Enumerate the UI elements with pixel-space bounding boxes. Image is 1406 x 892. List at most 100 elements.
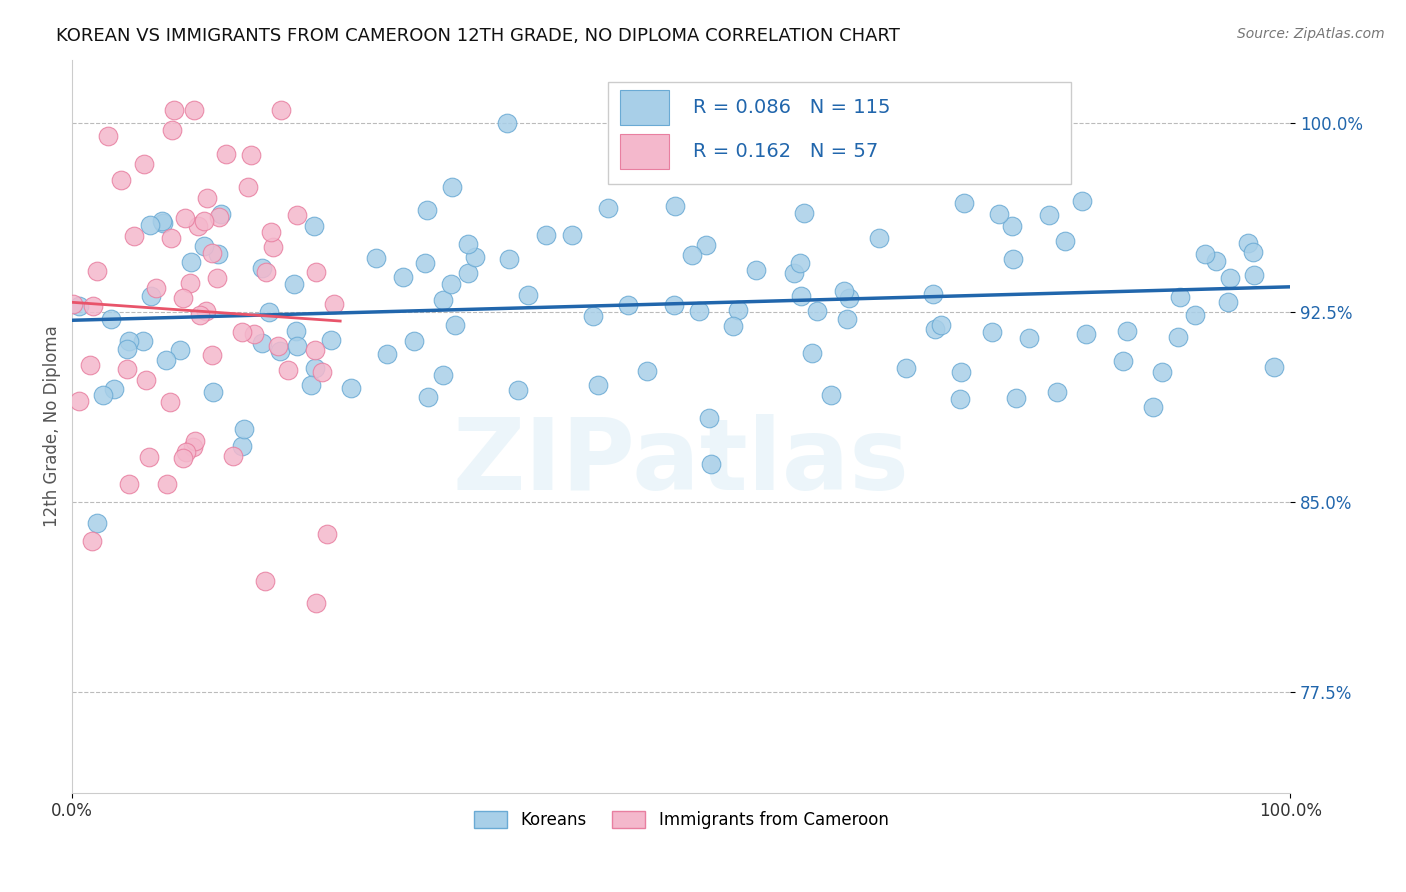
Point — [1001, 252, 1024, 266]
Point — [721, 319, 744, 334]
Point — [195, 191, 218, 205]
Point — [806, 303, 828, 318]
Point — [257, 305, 280, 319]
Point — [949, 392, 972, 406]
Point — [180, 255, 202, 269]
Text: ZIPatlas: ZIPatlas — [453, 414, 910, 511]
Point — [319, 333, 342, 347]
Point — [1205, 254, 1227, 268]
Point — [86, 264, 108, 278]
Point — [1219, 271, 1241, 285]
Point — [299, 378, 322, 392]
Point — [304, 343, 326, 358]
Point — [789, 255, 811, 269]
Point — [209, 207, 232, 221]
Point — [183, 440, 205, 454]
Point — [745, 262, 768, 277]
Point — [205, 271, 228, 285]
Point — [1045, 164, 1067, 178]
Point — [517, 288, 540, 302]
Point — [207, 246, 229, 260]
Point — [1216, 295, 1239, 310]
Bar — [620, 134, 669, 169]
Point — [193, 213, 215, 227]
Point — [498, 252, 520, 267]
Point — [201, 245, 224, 260]
Point — [981, 325, 1004, 339]
Point — [922, 286, 945, 301]
Point — [305, 265, 328, 279]
Point — [79, 359, 101, 373]
Point — [67, 393, 90, 408]
Point — [391, 269, 413, 284]
Point — [284, 324, 307, 338]
Point — [1167, 330, 1189, 344]
Point — [534, 228, 557, 243]
Point — [432, 293, 454, 307]
Point — [588, 377, 610, 392]
Point — [179, 276, 201, 290]
Point — [1070, 194, 1092, 209]
Point — [254, 265, 277, 279]
Point — [700, 457, 723, 471]
Point — [262, 240, 284, 254]
Point — [267, 339, 290, 353]
Point — [287, 339, 309, 353]
Point — [231, 325, 253, 339]
Point — [67, 298, 90, 312]
Point — [82, 299, 104, 313]
Point — [1000, 103, 1022, 117]
Text: KOREAN VS IMMIGRANTS FROM CAMEROON 12TH GRADE, NO DIPLOMA CORRELATION CHART: KOREAN VS IMMIGRANTS FROM CAMEROON 12TH … — [56, 27, 900, 45]
Point — [172, 450, 194, 465]
Point — [115, 362, 138, 376]
Point — [152, 216, 174, 230]
Point — [269, 343, 291, 358]
Point — [416, 202, 439, 217]
Point — [91, 388, 114, 402]
Point — [1074, 327, 1097, 342]
Point — [790, 289, 813, 303]
Point — [253, 574, 276, 588]
Point — [163, 103, 186, 117]
Point — [1152, 365, 1174, 379]
Point — [122, 228, 145, 243]
Point — [155, 352, 177, 367]
Point — [305, 596, 328, 610]
Point — [232, 422, 254, 436]
Point — [132, 334, 155, 348]
Point — [202, 385, 225, 400]
Point — [260, 225, 283, 239]
Point — [270, 103, 292, 117]
Point — [364, 252, 387, 266]
Point — [801, 346, 824, 360]
Point — [340, 381, 363, 395]
Point — [664, 199, 686, 213]
Point — [1005, 391, 1028, 405]
Point — [110, 173, 132, 187]
Point — [183, 103, 205, 117]
Point — [172, 291, 194, 305]
Point — [134, 157, 156, 171]
Point — [231, 439, 253, 453]
Point — [169, 343, 191, 358]
Point — [97, 129, 120, 144]
Point — [152, 214, 174, 228]
Point — [793, 206, 815, 220]
Point — [118, 334, 141, 349]
Point — [174, 211, 197, 225]
Point — [681, 248, 703, 262]
Text: R = 0.162   N = 57: R = 0.162 N = 57 — [693, 142, 879, 161]
Point — [1000, 219, 1022, 234]
Point — [838, 291, 860, 305]
Point — [1194, 247, 1216, 261]
Point — [160, 231, 183, 245]
Point — [1168, 290, 1191, 304]
Point — [820, 387, 842, 401]
Point — [285, 208, 308, 222]
Point — [138, 219, 160, 233]
Point — [62, 297, 84, 311]
Point — [416, 391, 439, 405]
Point — [662, 298, 685, 312]
Point — [495, 116, 517, 130]
Point — [1054, 234, 1077, 248]
